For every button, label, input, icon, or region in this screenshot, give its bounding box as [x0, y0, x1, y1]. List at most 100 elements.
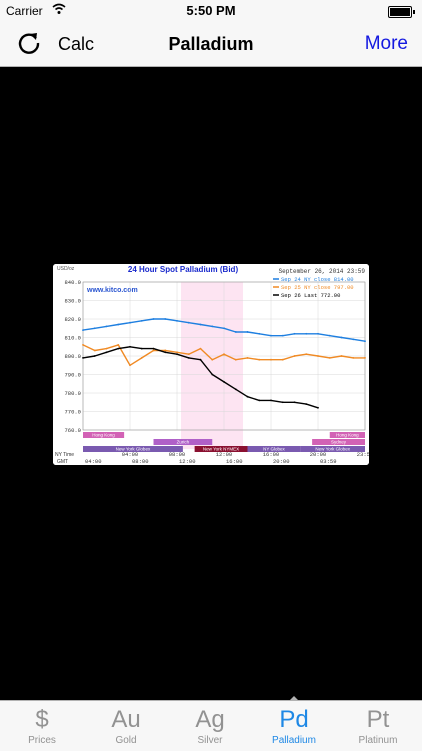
x-tick-label: 16:00	[263, 451, 280, 458]
data-point	[129, 345, 131, 348]
data-point	[340, 336, 343, 339]
calc-button[interactable]: Calc	[58, 34, 95, 54]
data-point	[328, 334, 331, 337]
data-point	[105, 351, 108, 354]
tab-palladium[interactable]: Pd Palladium	[252, 696, 336, 751]
data-point	[293, 332, 296, 335]
chart-ylabel: USD/oz	[57, 266, 75, 272]
data-point	[187, 353, 190, 356]
data-point	[82, 344, 84, 346]
tab-prices[interactable]: $ Prices	[0, 701, 84, 751]
session-bar	[153, 439, 213, 445]
carrier-label: Carrier	[6, 4, 43, 18]
tab-label: Gold	[115, 735, 137, 746]
gmt-label: GMT	[57, 459, 68, 465]
legend-label: Sep 24 NY close 814.00	[281, 276, 354, 283]
y-tick-label: 770.0	[64, 409, 81, 416]
data-point	[164, 349, 167, 352]
data-point	[258, 358, 261, 361]
session-label: New York Globex	[315, 447, 350, 452]
highlight-band	[181, 282, 243, 449]
data-point	[105, 325, 108, 328]
data-point	[317, 406, 319, 409]
data-point	[105, 347, 108, 350]
clock: 5:50 PM	[186, 3, 236, 18]
data-point	[281, 358, 284, 361]
data-point	[340, 355, 343, 357]
data-point	[164, 318, 167, 320]
price-chart: USD/oz 24 Hour Spot Palladium (Bid) Sept…	[53, 264, 369, 465]
x-tick-label-gmt: 20:00	[273, 458, 290, 465]
session-label: New York Globex	[116, 447, 151, 452]
data-point	[317, 355, 319, 357]
x-tick-label: 20:00	[310, 451, 327, 458]
session-bars: Hong Kong Zurich New York NYMEX NY Globex Sy…	[83, 432, 365, 452]
silver-icon: Ag	[195, 706, 225, 733]
data-point	[211, 373, 214, 376]
data-point	[199, 347, 202, 350]
data-point	[352, 338, 355, 341]
data-point	[199, 358, 202, 361]
chart-date-label: September 26, 2014 23:59	[279, 268, 366, 275]
data-point	[176, 353, 178, 356]
data-point	[270, 334, 272, 337]
data-point	[281, 334, 284, 337]
y-tick-label: 790.0	[64, 372, 81, 379]
data-point	[82, 329, 84, 331]
data-point	[211, 358, 214, 361]
platinum-icon: Pt	[366, 706, 390, 733]
data-point	[352, 356, 355, 359]
y-tick-label: 810.0	[64, 335, 81, 342]
y-tick-label: 820.0	[64, 316, 81, 323]
session-bar	[312, 439, 365, 445]
session-bar	[194, 446, 248, 452]
data-point	[305, 353, 308, 356]
session-bar	[83, 446, 183, 452]
tab-platinum[interactable]: Pt Platinum	[336, 701, 420, 751]
session-label: Hong Kong	[336, 433, 359, 438]
data-point	[93, 355, 96, 357]
y-axis-ticks: 840.0 830.0 820.0 810.0 800.0 790.0 780.0 770.0…	[64, 279, 81, 434]
session-label: Zurich	[177, 440, 190, 445]
more-button[interactable]: More	[364, 33, 408, 54]
x-tick-label: 04:00	[122, 451, 139, 458]
data-point	[258, 332, 261, 335]
tab-label: Silver	[197, 735, 223, 746]
y-tick-label: 830.0	[64, 298, 81, 305]
data-point	[246, 331, 249, 333]
tab-label: Palladium	[272, 735, 316, 746]
wifi-icon	[52, 3, 66, 14]
chart-svg: USD/oz 24 Hour Spot Palladium (Bid) Sept…	[53, 264, 369, 465]
x-tick-label-gmt: 03:59	[320, 458, 337, 465]
data-point	[328, 356, 331, 359]
selected-indicator	[289, 696, 299, 701]
data-point	[187, 321, 190, 324]
legend-label: Sep 25 NY close 797.00	[281, 284, 354, 291]
data-point	[140, 347, 143, 350]
tab-gold[interactable]: Au Gold	[84, 701, 168, 751]
x-tick-label-gmt: 04:00	[85, 458, 102, 465]
data-point	[246, 356, 249, 359]
x-tick-label-gmt: 16:00	[226, 458, 243, 465]
data-point	[93, 327, 96, 330]
battery-icon	[388, 6, 415, 18]
data-point	[234, 388, 237, 391]
y-tick-label: 800.0	[64, 353, 81, 360]
data-point	[293, 355, 296, 357]
data-point	[223, 353, 225, 356]
tab-silver[interactable]: Ag Silver	[168, 701, 252, 751]
page-title: Palladium	[168, 34, 254, 54]
session-bar	[329, 432, 365, 438]
session-label: Hong Kong	[92, 433, 115, 438]
data-point	[129, 364, 131, 367]
data-point	[152, 349, 155, 352]
x-tick-label: 08:00	[169, 451, 186, 458]
y-tick-label: 780.0	[64, 390, 81, 397]
data-point	[364, 356, 366, 359]
data-point	[305, 332, 308, 335]
refresh-icon[interactable]	[16, 30, 42, 56]
dollar-icon: $	[35, 706, 49, 733]
ny-time-label: NY Time	[55, 452, 74, 458]
data-point	[117, 323, 120, 326]
